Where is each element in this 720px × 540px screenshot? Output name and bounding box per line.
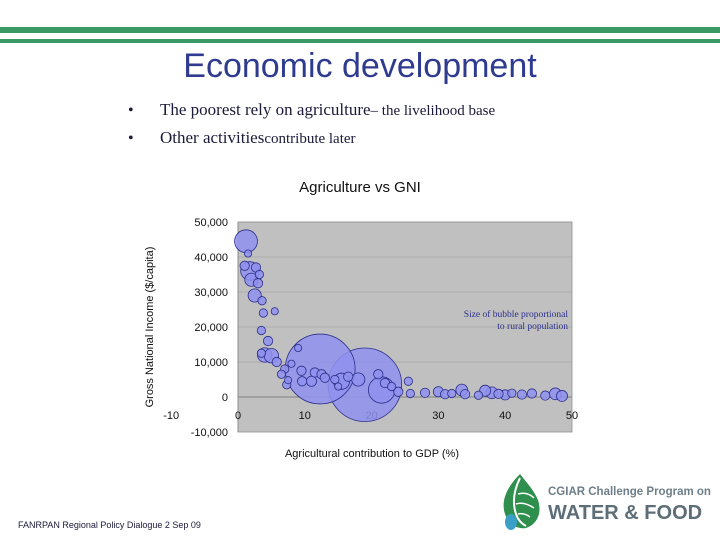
bubble-point <box>419 387 431 398</box>
bubble-point <box>234 229 258 254</box>
x-tick-label: -10 <box>163 410 179 422</box>
footer-text: FANRPAN Regional Policy Dialogue 2 Sep 0… <box>18 520 201 530</box>
logo-text-line1: CGIAR Challenge Program on <box>548 486 711 498</box>
bubble-point <box>460 389 471 400</box>
bubble-point <box>258 308 268 318</box>
axes <box>237 221 573 433</box>
bubble-point <box>256 325 266 336</box>
bubble-point <box>334 382 343 391</box>
bubble-point <box>287 359 296 368</box>
bullet-marker: • <box>128 130 134 147</box>
top-stripe-thick <box>0 27 720 33</box>
bubble-point <box>526 388 537 399</box>
bullet-item-1: • The poorest rely on agriculture – the … <box>128 100 495 128</box>
bubble-point <box>540 390 551 401</box>
cgiar-logo: CGIAR Challenge Program on WATER & FOOD <box>498 472 711 532</box>
top-stripe-medium <box>0 39 720 43</box>
slide-title: Economic development <box>183 47 537 85</box>
y-tick-label: 30,000 <box>194 287 228 299</box>
bullet-list: • The poorest rely on agriculture – the … <box>128 100 495 156</box>
y-tick-label: -10,000 <box>191 427 228 439</box>
bubble-point <box>271 356 282 368</box>
bubble-point <box>447 388 457 399</box>
bubble-point <box>507 388 517 398</box>
bubble-point <box>294 343 303 353</box>
x-tick-label: 40 <box>499 410 511 422</box>
annotation-line-1: Size of bubble proportional <box>464 309 569 320</box>
bullet-lead-text: The poorest rely on agriculture <box>160 100 371 119</box>
bubble-point <box>319 372 330 383</box>
bubble-point <box>257 296 267 306</box>
y-axis-label: Gross National Income ($/capita) <box>144 247 156 408</box>
bubble-series <box>234 229 568 422</box>
bubble-point <box>262 335 274 347</box>
bubble-point <box>473 390 484 400</box>
bubble-point <box>244 249 253 258</box>
bubble-point <box>351 372 366 387</box>
x-tick-label: 30 <box>432 410 444 422</box>
bubble-point <box>493 388 504 399</box>
y-axis-ticks: -10,000 0 10,000 20,000 30,000 40,000 50,000 <box>191 217 228 439</box>
bubble-point <box>284 333 356 405</box>
chart-title: Agriculture vs GNI <box>299 179 421 196</box>
bubble-point <box>256 348 266 358</box>
x-tick-label: 50 <box>566 410 578 422</box>
plot-border <box>237 221 573 433</box>
y-tick-label: 50,000 <box>194 217 228 229</box>
bullet-item-2: • Other activities contribute later <box>128 128 495 156</box>
bubble-point <box>239 260 250 271</box>
bullet-lead-text: Other activities <box>160 128 265 147</box>
bubble-point <box>297 376 308 387</box>
bubble-point <box>373 369 384 380</box>
bubble-point <box>403 376 413 386</box>
bubble-point <box>276 369 286 379</box>
bubble-point <box>387 381 397 392</box>
bubble-point <box>330 374 340 385</box>
bubble-point <box>516 389 527 400</box>
y-tick-label: 0 <box>222 392 228 404</box>
bubble-point <box>252 278 264 289</box>
bubble-point <box>284 376 293 385</box>
bullet-rest-text: – the livelihood base <box>370 103 496 119</box>
x-tick-label: 10 <box>299 410 311 422</box>
x-axis-label: Agricultural contribution to GDP (%) <box>285 448 459 460</box>
bubble-point <box>305 375 317 387</box>
bubble-point <box>393 386 404 397</box>
logo-text-line2: WATER & FOOD <box>548 502 703 524</box>
y-tick-label: 40,000 <box>194 252 228 264</box>
bubble-point <box>254 269 264 280</box>
bubble-point <box>556 390 568 402</box>
bubble-point <box>270 307 279 316</box>
bubble-point <box>343 371 354 382</box>
y-tick-label: 20,000 <box>194 322 228 334</box>
bullet-marker: • <box>128 102 134 119</box>
water-leaf-drop-icon <box>503 474 540 530</box>
bubble-point <box>405 388 415 399</box>
bullet-rest-text: contribute later <box>264 131 356 147</box>
y-tick-label: 10,000 <box>194 357 228 369</box>
x-tick-label: 0 <box>235 410 241 422</box>
bubble-point <box>296 365 307 376</box>
annotation-line-2: to rural population <box>497 322 568 332</box>
